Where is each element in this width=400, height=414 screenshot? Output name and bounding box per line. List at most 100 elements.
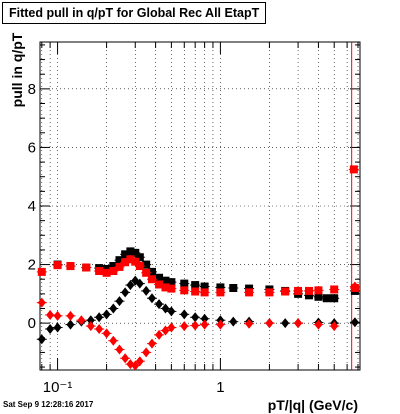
data-point-square bbox=[167, 278, 176, 287]
data-point-diamond bbox=[121, 353, 130, 364]
data-point-diamond bbox=[115, 296, 124, 307]
data-point-square bbox=[135, 253, 144, 262]
data-point-square bbox=[167, 284, 176, 293]
data-point-diamond bbox=[229, 316, 238, 327]
y-axis-label: pull in q/pT bbox=[9, 32, 25, 107]
data-point-square bbox=[53, 261, 62, 270]
data-point-square bbox=[142, 268, 151, 277]
x-tick-label: 10⁻¹ bbox=[43, 379, 73, 396]
data-point-diamond bbox=[86, 321, 95, 332]
data-point-square bbox=[216, 283, 225, 292]
y-tick-label: 2 bbox=[28, 257, 36, 274]
data-point-square bbox=[115, 256, 124, 265]
data-point-diamond bbox=[135, 356, 144, 367]
data-point-diamond bbox=[126, 280, 135, 291]
y-tick-label: 4 bbox=[28, 198, 36, 215]
data-point-square bbox=[95, 267, 104, 276]
data-point-square bbox=[155, 273, 164, 282]
data-point-square bbox=[147, 267, 156, 276]
data-point-diamond bbox=[350, 281, 359, 292]
data-point-diamond bbox=[265, 318, 274, 329]
data-point-square bbox=[147, 275, 156, 284]
data-point-diamond bbox=[37, 297, 46, 308]
data-point-diamond bbox=[53, 322, 62, 333]
data-point-square bbox=[109, 267, 118, 276]
data-point-diamond bbox=[66, 319, 75, 330]
data-point-diamond bbox=[131, 360, 140, 371]
data-point-square bbox=[121, 258, 130, 267]
x-tick-label: 1 bbox=[216, 379, 224, 396]
timestamp-footer: Sat Sep 9 12:28:16 2017 bbox=[3, 400, 94, 409]
data-point-diamond bbox=[200, 313, 209, 324]
data-point-diamond bbox=[53, 310, 62, 321]
data-point-diamond bbox=[115, 344, 124, 355]
data-point-square bbox=[135, 262, 144, 271]
data-point-square bbox=[216, 288, 225, 297]
data-point-diamond bbox=[350, 317, 359, 328]
data-point-diamond bbox=[167, 322, 176, 333]
data-point-square bbox=[109, 262, 118, 271]
data-point-square bbox=[314, 292, 323, 301]
data-point-square bbox=[102, 268, 111, 277]
data-point-diamond bbox=[294, 318, 303, 329]
data-point-square bbox=[200, 288, 209, 297]
data-point-diamond bbox=[330, 321, 339, 332]
data-point-square bbox=[161, 283, 170, 292]
data-point-square bbox=[126, 247, 135, 256]
data-point-diamond bbox=[142, 347, 151, 358]
data-point-square bbox=[322, 294, 331, 303]
data-point-diamond bbox=[66, 310, 75, 321]
data-point-diamond bbox=[135, 278, 144, 289]
data-point-diamond bbox=[147, 293, 156, 304]
data-point-diamond bbox=[155, 329, 164, 340]
data-point-square bbox=[126, 255, 135, 264]
data-point-square bbox=[180, 279, 189, 288]
data-point-square bbox=[155, 280, 164, 289]
data-point-square bbox=[191, 281, 200, 290]
data-point-diamond bbox=[77, 315, 86, 326]
data-point-diamond bbox=[95, 312, 104, 323]
data-point-diamond bbox=[102, 328, 111, 339]
data-point-square bbox=[115, 262, 124, 271]
data-point-square bbox=[37, 267, 46, 276]
data-point-diamond bbox=[200, 319, 209, 330]
y-tick-label: 0 bbox=[28, 315, 36, 332]
data-point-diamond bbox=[46, 324, 55, 334]
data-point-diamond bbox=[180, 309, 189, 320]
data-point-diamond bbox=[142, 285, 151, 296]
data-point-square bbox=[142, 260, 151, 269]
y-tick-label: 6 bbox=[28, 139, 36, 156]
data-point-square bbox=[191, 287, 200, 296]
data-point-diamond bbox=[155, 299, 164, 310]
data-point-diamond bbox=[102, 309, 111, 320]
data-point-diamond bbox=[191, 320, 200, 331]
data-point-square bbox=[281, 287, 290, 296]
axis-ticks bbox=[40, 42, 360, 370]
data-point-square bbox=[304, 291, 313, 300]
data-point-diamond bbox=[46, 309, 55, 320]
data-point-square bbox=[304, 286, 313, 295]
data-point-diamond bbox=[109, 335, 118, 346]
data-point-diamond bbox=[191, 312, 200, 323]
data-point-diamond bbox=[245, 318, 254, 329]
data-point-diamond bbox=[95, 324, 104, 334]
data-point-square bbox=[314, 286, 323, 295]
data-point-diamond bbox=[281, 318, 290, 329]
data-point-square bbox=[131, 257, 140, 266]
data-point-square bbox=[330, 285, 339, 294]
tick-labels: 10⁻¹ 1 0 2 4 6 8 bbox=[28, 81, 225, 396]
data-point-diamond bbox=[167, 306, 176, 317]
data-point-square bbox=[265, 288, 274, 297]
data-point-diamond bbox=[109, 303, 118, 314]
data-point-diamond bbox=[147, 338, 156, 349]
data-point-square bbox=[131, 248, 140, 257]
data-point-square bbox=[66, 262, 75, 271]
data-point-diamond bbox=[314, 319, 323, 330]
data-point-square bbox=[245, 288, 254, 297]
data-point-square bbox=[82, 263, 91, 272]
data-point-square bbox=[200, 282, 209, 291]
data-point-square bbox=[349, 165, 358, 174]
data-point-diamond bbox=[121, 287, 130, 298]
data-point-diamond bbox=[86, 315, 95, 326]
